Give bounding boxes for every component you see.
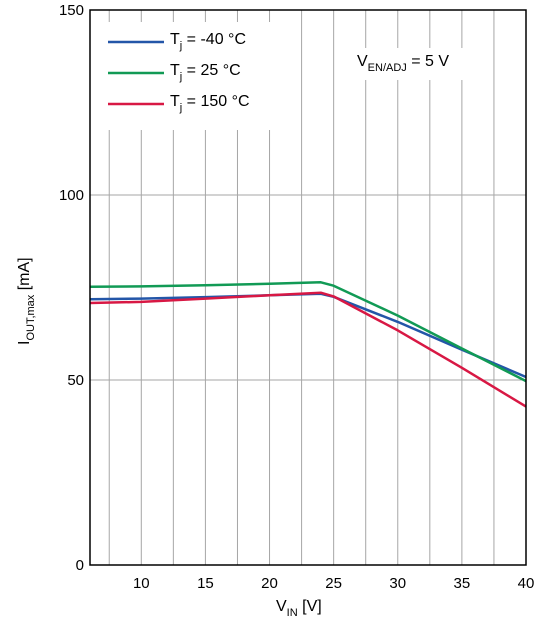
legend-label: Tj = -40 °C (170, 31, 246, 52)
y-tick-label: 50 (67, 372, 84, 389)
legend-background (97, 22, 289, 130)
annotation-text: VEN/ADJ = 5 V (357, 53, 449, 74)
x-tick-label: 25 (325, 575, 342, 592)
series-line-3 (89, 291, 527, 408)
tick-labels: 10 15 20 25 30 35 40 0 50 100 150 (59, 2, 534, 592)
series-line-2 (89, 281, 527, 383)
legend: Tj = -40 °C Tj = 25 °C Tj = 150 °C (97, 22, 289, 130)
series-lines (89, 281, 527, 408)
y-tick-label: 150 (59, 2, 84, 19)
annotation-background (350, 48, 468, 80)
series-line-1 (89, 292, 527, 379)
x-tick-label: 20 (261, 575, 278, 592)
x-tick-label: 10 (133, 575, 150, 592)
x-tick-label: 35 (454, 575, 471, 592)
legend-label: Tj = 25 °C (170, 62, 241, 83)
x-tick-label: 15 (197, 575, 214, 592)
plot-frame (89, 9, 527, 566)
x-tick-label: 30 (389, 575, 406, 592)
x-axis-label: VIN [V] (276, 598, 322, 619)
y-tick-label: 0 (76, 557, 84, 574)
x-tick-label: 40 (518, 575, 535, 592)
y-tick-label: 100 (59, 187, 84, 204)
y-axis-label: IOUT,max [mA] (16, 257, 37, 345)
legend-label: Tj = 150 °C (170, 93, 250, 114)
